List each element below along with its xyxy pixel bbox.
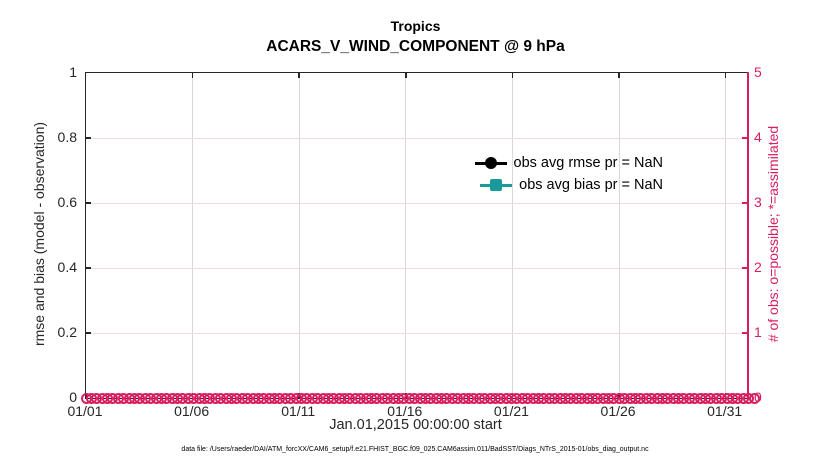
- y-gridline: [86, 202, 747, 204]
- right-y-tick-label: 2: [754, 259, 762, 275]
- right-axis-spine: [747, 71, 749, 400]
- x-tick-label: 01/16: [387, 403, 423, 419]
- x-tick-top: [618, 73, 620, 78]
- x-tick-label: 01/21: [493, 403, 529, 419]
- legend: obs avg rmse pr = NaN obs avg bias pr = N…: [474, 152, 664, 196]
- legend-entry: obs avg bias pr = NaN: [475, 174, 663, 196]
- x-tick-label: 01/26: [600, 403, 636, 419]
- right-y-tick-label: 5: [754, 64, 762, 80]
- y-tick-left: [86, 202, 91, 204]
- data-file-caption: data file: /Users/raeder/DAI/ATM_forcXX/…: [181, 446, 649, 453]
- y-tick-right: [742, 267, 747, 269]
- y-tick-right: [742, 137, 747, 139]
- rmse-marker-icon: [484, 157, 497, 169]
- x-axis-label: Jan.01,2015 00:00:00 start: [329, 417, 502, 433]
- right-y-tick-label: 3: [754, 194, 762, 210]
- left-y-tick-label: 1: [69, 64, 77, 80]
- y-tick-right: [742, 202, 747, 204]
- bias-marker-icon: [490, 179, 503, 191]
- legend-swatch: [474, 157, 507, 169]
- y-gridline: [86, 332, 747, 334]
- y-gridline: [86, 267, 747, 269]
- x-tick-top: [511, 73, 514, 78]
- left-y-tick-label: 0.2: [57, 324, 77, 340]
- left-y-tick-label: 0: [69, 389, 77, 405]
- left-y-tick-label: 0.4: [57, 259, 77, 275]
- left-y-axis-label: rmse and bias (model - observation): [31, 121, 47, 347]
- x-gridline: [725, 73, 727, 398]
- plot-area: obs avg rmse pr = NaN obs avg bias pr = N…: [80, 71, 760, 404]
- x-tick-top: [191, 73, 194, 78]
- right-y-tick-label: 4: [754, 129, 762, 145]
- y-tick-left: [86, 332, 91, 334]
- legend-label: obs avg rmse pr = NaN: [513, 155, 664, 171]
- x-tick-label: 01/06: [174, 403, 210, 419]
- left-y-tick-label: 0.6: [57, 194, 77, 210]
- x-tick-label: 01/01: [67, 403, 103, 419]
- x-tick-top: [405, 73, 407, 78]
- x-gridline: [511, 73, 513, 398]
- left-y-tick-label: 0.8: [57, 129, 77, 145]
- y-tick-right: [742, 332, 747, 334]
- y-gridline: [86, 137, 747, 139]
- legend-entry: obs avg rmse pr = NaN: [474, 152, 664, 174]
- x-tick-label: 01/31: [707, 403, 743, 419]
- x-tick-top: [298, 73, 300, 78]
- legend-swatch: [480, 179, 513, 191]
- x-gridline: [298, 73, 300, 398]
- x-gridline: [405, 73, 407, 398]
- x-gridline: [618, 73, 620, 398]
- chart-title: Tropics: [390, 18, 441, 34]
- right-y-tick-label: 0: [754, 389, 762, 405]
- chart-subtitle: ACARS_V_WIND_COMPONENT @ 9 hPa: [266, 38, 565, 55]
- y-tick-left: [86, 267, 91, 269]
- possible-obs-marker: [748, 392, 760, 404]
- right-y-axis-label: # of obs: o=possible; *=assimilated: [765, 125, 781, 343]
- y-tick-left: [86, 137, 91, 139]
- x-gridline: [192, 73, 194, 398]
- x-tick-top: [724, 73, 727, 78]
- legend-label: obs avg bias pr = NaN: [519, 177, 663, 193]
- right-y-tick-label: 1: [754, 324, 762, 340]
- x-tick-label: 01/11: [281, 403, 316, 419]
